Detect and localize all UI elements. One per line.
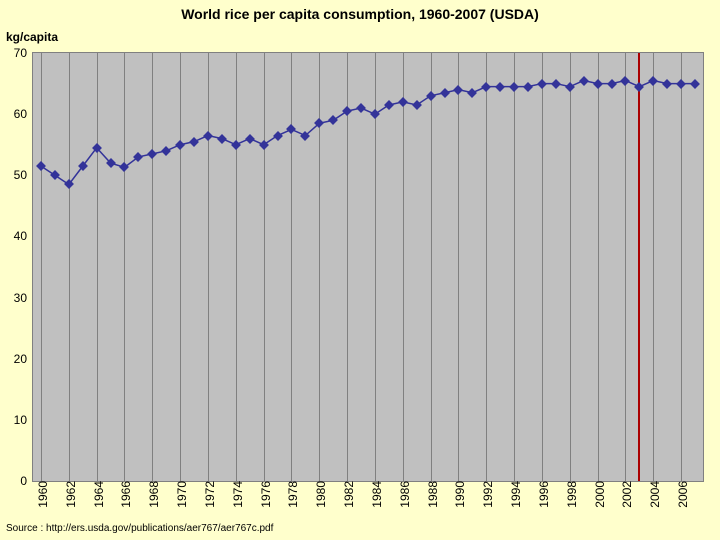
gridline-vertical (598, 53, 599, 481)
plot-area: 1960196219641966196819701972197419761978… (32, 52, 704, 482)
y-tick-label: 50 (14, 168, 33, 182)
x-tick-label: 1992 (477, 481, 495, 508)
gridline-vertical (514, 53, 515, 481)
gridline-vertical (681, 53, 682, 481)
gridline-vertical (486, 53, 487, 481)
gridline-vertical (41, 53, 42, 481)
gridline-vertical (403, 53, 404, 481)
y-tick-label: 30 (14, 291, 33, 305)
x-tick-label: 2002 (616, 481, 634, 508)
y-axis-label: kg/capita (6, 30, 58, 44)
x-tick-label: 1964 (88, 481, 106, 508)
chart-container: { "chart": { "type": "line", "title": "W… (0, 0, 720, 540)
x-tick-label: 1988 (422, 481, 440, 508)
gridline-vertical (208, 53, 209, 481)
x-tick-label: 1976 (255, 481, 273, 508)
x-tick-label: 1996 (533, 481, 551, 508)
y-tick-label: 70 (14, 46, 33, 60)
highlight-line (638, 53, 640, 481)
x-tick-label: 1986 (394, 481, 412, 508)
x-tick-label: 1982 (338, 481, 356, 508)
x-tick-label: 1966 (115, 481, 133, 508)
gridline-vertical (152, 53, 153, 481)
gridline-vertical (124, 53, 125, 481)
y-tick-label: 60 (14, 107, 33, 121)
gridline-vertical (236, 53, 237, 481)
gridline-vertical (264, 53, 265, 481)
y-tick-label: 10 (14, 413, 33, 427)
y-tick-label: 20 (14, 352, 33, 366)
gridline-vertical (570, 53, 571, 481)
gridline-vertical (625, 53, 626, 481)
x-tick-label: 2004 (644, 481, 662, 508)
gridline-vertical (458, 53, 459, 481)
x-tick-label: 2006 (672, 481, 690, 508)
gridline-vertical (542, 53, 543, 481)
x-tick-label: 1998 (561, 481, 579, 508)
gridline-vertical (97, 53, 98, 481)
y-tick-label: 40 (14, 229, 33, 243)
gridline-vertical (653, 53, 654, 481)
gridline-vertical (180, 53, 181, 481)
x-tick-label: 1962 (60, 481, 78, 508)
x-tick-label: 1974 (227, 481, 245, 508)
x-tick-label: 1970 (171, 481, 189, 508)
chart-title: World rice per capita consumption, 1960-… (0, 6, 720, 22)
x-tick-label: 1968 (143, 481, 161, 508)
y-tick-label: 0 (20, 474, 33, 488)
x-tick-label: 1960 (32, 481, 50, 508)
gridline-vertical (291, 53, 292, 481)
gridline-vertical (431, 53, 432, 481)
x-tick-label: 1978 (282, 481, 300, 508)
source-text: Source : http://ers.usda.gov/publication… (6, 523, 273, 534)
x-tick-label: 1984 (366, 481, 384, 508)
line-series-svg (33, 53, 703, 481)
x-tick-label: 1972 (199, 481, 217, 508)
x-tick-label: 1990 (449, 481, 467, 508)
gridline-vertical (69, 53, 70, 481)
gridline-vertical (319, 53, 320, 481)
gridline-vertical (347, 53, 348, 481)
x-tick-label: 1994 (505, 481, 523, 508)
x-tick-label: 2000 (589, 481, 607, 508)
x-tick-label: 1980 (310, 481, 328, 508)
